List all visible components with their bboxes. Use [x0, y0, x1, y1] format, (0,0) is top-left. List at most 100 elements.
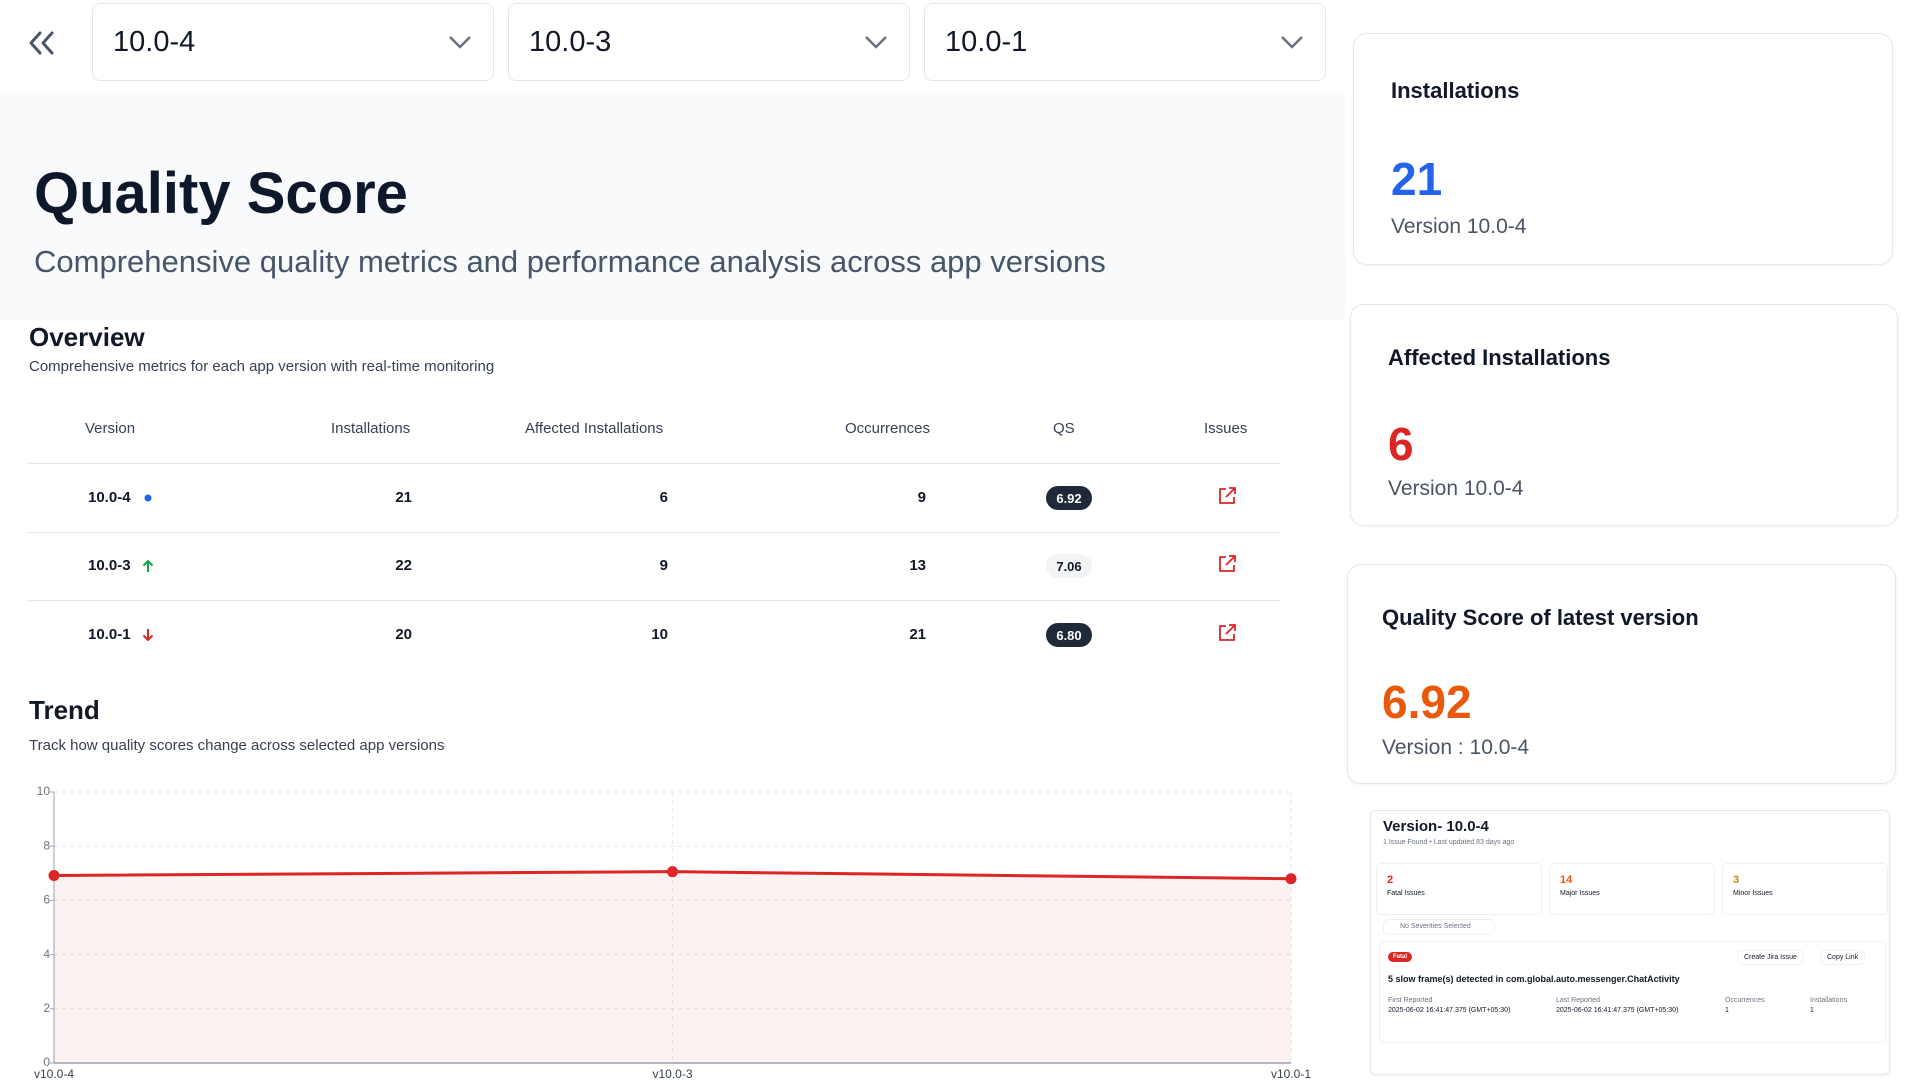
version-select[interactable]: 10.0-4 — [92, 3, 494, 81]
number-cell: 20 — [395, 626, 412, 643]
page-subtitle: Comprehensive quality metrics and perfor… — [34, 244, 1106, 279]
section-subtitle: Comprehensive metrics for each app versi… — [29, 358, 495, 375]
count-tile: 2 Fatal Issues — [1376, 863, 1542, 915]
trend-chart: 0 2 4 6 8 10 v10.0-4 v10.0-3 v10.0-1 — [34, 784, 1311, 1080]
section-title: Overview — [29, 322, 145, 352]
qs-badge: 6.80 — [1046, 623, 1092, 647]
issue-title: 5 slow frame(s) detected in com.global.a… — [1388, 974, 1680, 984]
data-point — [48, 869, 60, 881]
select-value: 10.0-4 — [113, 25, 196, 58]
row-divider — [27, 463, 1280, 464]
number-cell: 10 — [651, 626, 668, 643]
field-label: First Reported — [1388, 997, 1433, 1004]
chevron — [449, 36, 471, 49]
column-header: Affected Installations — [525, 420, 664, 437]
y-tick-label: 8 — [43, 838, 50, 852]
panel-meta: 1 Issue Found • Last updated 83 days ago — [1383, 839, 1515, 846]
column-header: Installations — [331, 420, 411, 437]
field-label: Installations — [1810, 997, 1847, 1004]
number-cell: 9 — [659, 557, 668, 574]
number-cell: 21 — [909, 626, 926, 643]
card-title: Affected Installations — [1388, 345, 1611, 370]
y-tick-label: 0 — [43, 1055, 50, 1069]
trend-icon — [142, 559, 154, 572]
y-tick-label: 2 — [43, 1001, 50, 1015]
version-cell: 10.0-3 — [88, 557, 131, 574]
card-value: 6.92 — [1382, 676, 1472, 728]
number-cell: 13 — [909, 557, 926, 574]
card-title: Installations — [1391, 78, 1520, 103]
severity-badge: Fatal — [1388, 952, 1413, 962]
trend-icon — [144, 494, 152, 502]
field-value: 1 — [1725, 1007, 1729, 1014]
x-tick-label: v10.0-3 — [652, 1067, 692, 1080]
trend-icon — [142, 629, 154, 642]
issues-link[interactable] — [1217, 623, 1237, 643]
count-value: 14 — [1560, 874, 1573, 886]
count-label: Minor Issues — [1733, 890, 1773, 897]
severity-filter[interactable]: No Severities Selected — [1383, 919, 1495, 935]
action-button[interactable]: Create Jira Issue — [1737, 950, 1804, 965]
column-header: Issues — [1204, 420, 1248, 437]
field-value: 2025-06-02 16:41:47.375 (GMT+05:30) — [1388, 1007, 1511, 1014]
section-subtitle: Track how quality scores change across s… — [29, 737, 445, 754]
qs-badge: 7.06 — [1046, 554, 1092, 578]
count-value: 2 — [1387, 874, 1394, 886]
field-value: 1 — [1810, 1007, 1814, 1014]
number-cell: 21 — [395, 489, 412, 506]
y-tick-label: 10 — [37, 784, 51, 798]
chevron — [865, 36, 887, 49]
version-select[interactable]: 10.0-1 — [924, 3, 1326, 81]
count-tile: 3 Minor Issues — [1722, 863, 1888, 915]
issue-card[interactable]: Fatal Create Jira Issue Copy Link 5 slow… — [1379, 941, 1886, 1043]
count-label: Major Issues — [1560, 890, 1600, 897]
card-value: 21 — [1391, 153, 1443, 205]
select-value: 10.0-1 — [945, 25, 1028, 58]
panel-title: Version- 10.0-4 — [1383, 818, 1489, 835]
action-button[interactable]: Copy Link — [1820, 950, 1866, 965]
column-header: QS — [1053, 420, 1075, 437]
section-title: Trend — [29, 695, 100, 725]
field-value: 2025-06-02 16:41:47.375 (GMT+05:30) — [1556, 1007, 1679, 1014]
data-point — [1285, 873, 1297, 885]
number-cell: 9 — [917, 489, 926, 506]
number-cell: 6 — [659, 489, 668, 506]
count-label: Fatal Issues — [1387, 890, 1425, 897]
column-header: Version — [85, 420, 136, 437]
issues-link[interactable] — [1217, 486, 1237, 506]
number-cell: 22 — [395, 557, 412, 574]
qs-badge: 6.92 — [1046, 486, 1092, 510]
card-caption: Version 10.0-4 — [1388, 477, 1524, 500]
count-tile: 14 Major Issues — [1549, 863, 1715, 915]
count-value: 3 — [1733, 874, 1740, 886]
field-label: Occurrences — [1725, 997, 1765, 1004]
card-title: Quality Score of latest version — [1382, 605, 1699, 630]
y-tick-label: 6 — [43, 893, 50, 907]
x-tick-label: v10.0-1 — [1271, 1067, 1311, 1080]
header-band — [0, 92, 1345, 320]
issues-panel: Version- 10.0-4 1 Issue Found • Last upd… — [1370, 810, 1890, 1075]
version-select[interactable]: 10.0-3 — [508, 3, 910, 81]
select-value: 10.0-3 — [529, 25, 612, 58]
metric-card: Quality Score of latest version 6.92 Ver… — [1347, 564, 1896, 784]
card-value: 6 — [1388, 418, 1414, 470]
issues-link[interactable] — [1217, 554, 1237, 574]
field-label: Last Reported — [1556, 997, 1600, 1004]
row-divider — [27, 600, 1280, 601]
card-caption: Version 10.0-4 — [1391, 215, 1527, 238]
version-cell: 10.0-4 — [88, 489, 131, 506]
y-tick-label: 4 — [43, 947, 50, 961]
data-point — [667, 866, 678, 878]
page-title: Quality Score — [34, 161, 408, 226]
collapse-icon[interactable] — [26, 28, 56, 58]
metric-card: Affected Installations 6 Version 10.0-4 — [1350, 304, 1898, 526]
card-caption: Version : 10.0-4 — [1382, 736, 1530, 759]
metric-card: Installations 21 Version 10.0-4 — [1353, 33, 1893, 265]
row-divider — [27, 532, 1280, 533]
trend-area — [54, 871, 1291, 1063]
filter-label: No Severities Selected — [1400, 923, 1471, 930]
version-cell: 10.0-1 — [88, 626, 131, 643]
chevron — [1281, 36, 1303, 49]
